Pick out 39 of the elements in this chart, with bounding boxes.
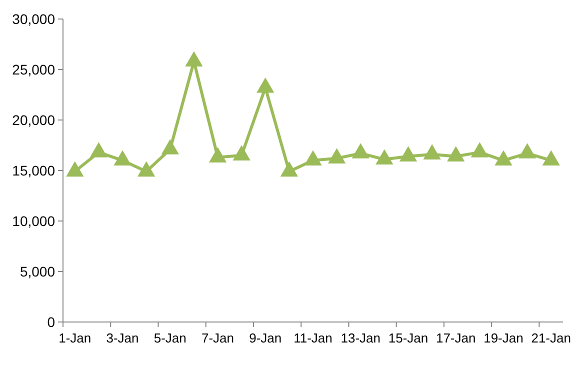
point xyxy=(495,150,512,166)
y-tick-label: 0 xyxy=(47,314,56,330)
x-tick-label: 17-Jan xyxy=(436,330,476,346)
x-tick-label: 11-Jan xyxy=(294,330,332,346)
point xyxy=(352,144,370,158)
point xyxy=(138,162,155,177)
y-tick-label: 25,000 xyxy=(12,61,56,78)
point xyxy=(233,146,250,160)
point xyxy=(400,146,417,162)
point xyxy=(447,146,464,162)
y-tick-label: 15,000 xyxy=(12,162,56,178)
x-tick-label: 21-Jan xyxy=(531,330,571,346)
point xyxy=(66,162,84,177)
y-tick-label: 20,000 xyxy=(12,112,56,128)
y-tick-label: 30,000 xyxy=(12,10,56,27)
point xyxy=(209,148,226,162)
point xyxy=(162,140,179,154)
point xyxy=(471,142,488,158)
point xyxy=(304,150,322,166)
x-tick-label: 9-Jan xyxy=(249,330,282,346)
x-tick-label: 19-Jan xyxy=(484,330,524,346)
y-tick-label: 10,000 xyxy=(12,212,56,229)
x-tick-label: 5-Jan xyxy=(154,330,186,346)
point xyxy=(90,142,108,158)
point xyxy=(542,150,560,166)
x-tick-label: 7-Jan xyxy=(201,330,234,346)
point xyxy=(328,148,346,164)
point xyxy=(376,150,393,164)
y-tick-label: 5,000 xyxy=(20,263,56,280)
x-tick-label: 13-Jan xyxy=(340,330,380,346)
point xyxy=(256,78,274,93)
point xyxy=(114,150,131,166)
x-tick-label: 15-Jan xyxy=(388,330,428,346)
point xyxy=(280,162,298,177)
x-tick-label: 3-Jan xyxy=(106,330,139,346)
x-tick-label: 1-Jan xyxy=(58,330,92,346)
point xyxy=(518,144,536,158)
point xyxy=(424,144,441,160)
point xyxy=(185,52,202,67)
